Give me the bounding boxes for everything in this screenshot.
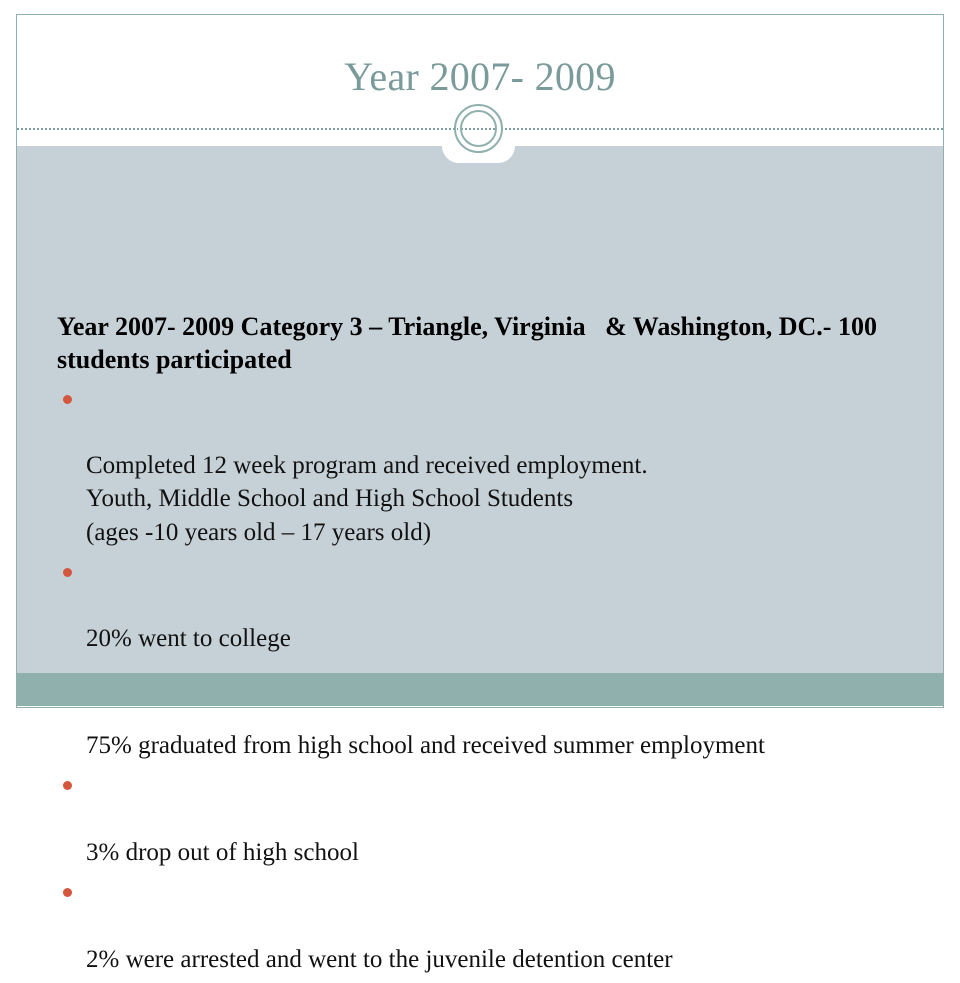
list-item-text: 75% graduated from high school and recei… [86, 732, 765, 760]
slide-footer-bar [17, 673, 943, 706]
list-item-text: Completed 12 week program and received e… [86, 452, 648, 546]
list-item: 20% went to college [57, 556, 947, 656]
slide-body-panel: Year 2007- 2009 Category 3 – Triangle, V… [17, 146, 943, 973]
list-item-text: 20% went to college [86, 625, 291, 653]
ring-notch [442, 146, 515, 163]
list-item-text: 2% were arrested and went to the juvenil… [86, 945, 673, 973]
list-item-text: 3% drop out of high school [86, 838, 359, 866]
page-title: Year 2007- 2009 [344, 54, 616, 99]
presentation-slide: Year 2007- 2009 Year 2007- 2009 Category… [16, 14, 944, 973]
bullet-dot-icon [63, 781, 72, 791]
slide-content: Year 2007- 2009 Category 3 – Triangle, V… [57, 310, 947, 983]
bullet-dot-icon [63, 394, 72, 404]
bullet-dot-icon [63, 888, 72, 898]
bullet-dot-icon [63, 567, 72, 577]
list-item: Completed 12 week program and received e… [57, 383, 947, 549]
content-heading: Year 2007- 2009 Category 3 – Triangle, V… [57, 312, 884, 375]
list-item: 2% were arrested and went to the juvenil… [57, 876, 947, 976]
list-item: 3% drop out of high school [57, 769, 947, 869]
circle-ring-icon [454, 104, 503, 153]
